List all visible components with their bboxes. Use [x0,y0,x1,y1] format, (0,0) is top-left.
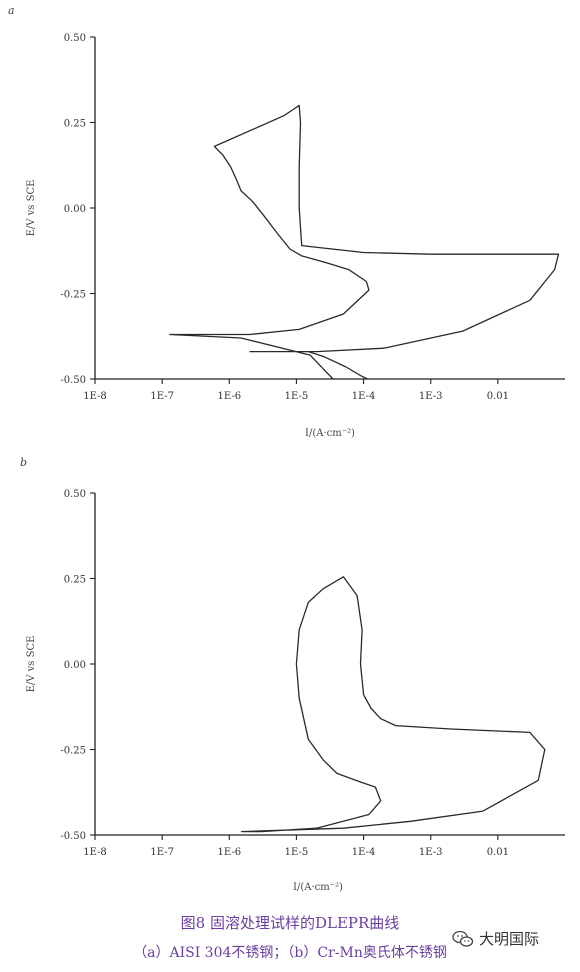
figure-caption-title: 图8 固溶处理试样的DLEPR曲线 [180,914,400,932]
y-tick-label: 0.50 [64,33,86,44]
y-tick-label: 0.00 [64,204,86,215]
x-axis-title-a: I/(A·cm⁻²) [305,428,355,439]
x-tick-label: 1E-8 [83,391,107,402]
x-tick-label: 0.01 [487,847,509,858]
y-tick-label: 0.25 [64,119,86,130]
x-axis-title-b: I/(A·cm⁻²) [293,882,343,893]
panel-label-b: b [20,456,27,469]
series-line [308,350,368,380]
x-tick-label: 1E-8 [83,847,107,858]
x-tick-label: 1E-3 [419,847,443,858]
svg-text:E/V vs SCE: E/V vs SCE [26,180,37,237]
y-tick-label: -0.50 [60,831,86,842]
x-tick-label: 1E-5 [285,391,309,402]
x-tick-label: 1E-5 [285,847,309,858]
chart-a: a E/V vs SCE I/(A·cm⁻²) 0.50 0.25 0.00 -0.2… [8,4,565,439]
panel-label-a: a [8,4,15,17]
x-tick-label: 1E-7 [150,391,174,402]
x-tick-label: 1E-6 [217,391,241,402]
svg-text:E/V vs SCE: E/V vs SCE [26,636,37,693]
y-tick-label: 0.50 [64,489,86,500]
y-tick-label: 0.25 [64,575,86,586]
x-tick-label: 0.01 [487,391,509,402]
watermark-text: 大明国际 [479,930,540,948]
x-tick-label: 1E-7 [150,847,174,858]
figure-caption-subtitle: （a）AISI 304不锈钢；（b）Cr-Mn奥氏体不锈钢 [133,945,447,961]
x-tick-label: 1E-4 [352,847,376,858]
chart-b: b E/V vs SCE I/(A·cm⁻²) 0.50 0.25 0.00 -0.2… [20,456,565,893]
y-axis-title-a: E/V vs SCE [26,180,37,237]
y-tick-label: -0.50 [60,375,86,386]
y-tick-label: 0.00 [64,660,86,671]
x-tick-label: 1E-4 [352,391,376,402]
series-line [241,576,546,833]
watermark: 大明国际 [452,928,539,949]
series-line [169,104,560,380]
wechat-icon [452,930,474,947]
x-tick-label: 1E-6 [217,847,241,858]
y-tick-label: -0.25 [60,746,86,757]
x-tick-label: 1E-3 [419,391,443,402]
y-tick-label: -0.25 [60,290,86,301]
y-axis-title-b: E/V vs SCE [26,636,37,693]
